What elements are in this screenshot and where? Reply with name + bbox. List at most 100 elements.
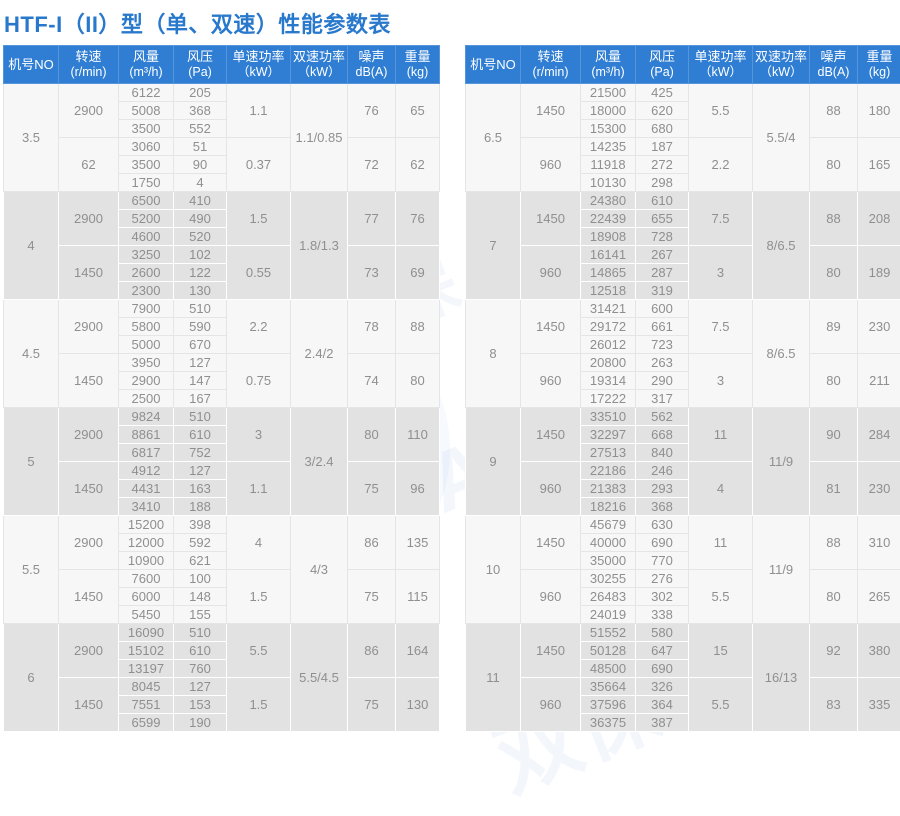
- single-power-value: 5.5: [689, 570, 753, 624]
- pressure-value: 661: [636, 318, 689, 336]
- pressure-value: 552: [174, 120, 227, 138]
- pressure-value: 155: [174, 606, 227, 624]
- pressure-value: 680: [636, 120, 689, 138]
- rpm-value: 2900: [59, 300, 119, 354]
- air-flow-value: 5008: [119, 102, 174, 120]
- col-header-pressure: 风压(Pa): [636, 46, 689, 84]
- single-power-value: 3: [689, 354, 753, 408]
- air-flow-value: 3060: [119, 138, 174, 156]
- pressure-value: 153: [174, 696, 227, 714]
- air-flow-value: 10130: [581, 174, 636, 192]
- air-flow-value: 6122: [119, 84, 174, 102]
- pressure-value: 398: [174, 516, 227, 534]
- pressure-value: 127: [174, 462, 227, 480]
- air-flow-value: 2900: [119, 372, 174, 390]
- pressure-value: 364: [636, 696, 689, 714]
- pressure-value: 205: [174, 84, 227, 102]
- pressure-value: 760: [174, 660, 227, 678]
- air-flow-value: 8045: [119, 678, 174, 696]
- single-power-value: 1.5: [227, 570, 291, 624]
- noise-value: 88: [810, 84, 858, 138]
- air-flow-value: 35664: [581, 678, 636, 696]
- single-power-value: 0.75: [227, 354, 291, 408]
- pressure-value: 620: [636, 102, 689, 120]
- pressure-value: 188: [174, 498, 227, 516]
- dual-power-value: 4/3: [291, 516, 348, 624]
- pressure-value: 510: [174, 408, 227, 426]
- single-power-value: 5.5: [689, 678, 753, 732]
- weight-value: 230: [858, 462, 900, 516]
- air-flow-value: 8861: [119, 426, 174, 444]
- pressure-value: 147: [174, 372, 227, 390]
- pressure-value: 580: [636, 624, 689, 642]
- machine-no-value: 4.5: [4, 300, 59, 408]
- rpm-value: 1450: [521, 624, 581, 678]
- dual-power-value: 1.1/0.85: [291, 84, 348, 192]
- rpm-value: 960: [521, 138, 581, 192]
- single-power-value: 1.5: [227, 192, 291, 246]
- air-flow-value: 3950: [119, 354, 174, 372]
- air-flow-value: 15102: [119, 642, 174, 660]
- air-flow-value: 11918: [581, 156, 636, 174]
- dual-power-value: 2.4/2: [291, 300, 348, 408]
- pressure-value: 102: [174, 246, 227, 264]
- pressure-value: 298: [636, 174, 689, 192]
- air-flow-value: 33510: [581, 408, 636, 426]
- pressure-value: 752: [174, 444, 227, 462]
- air-flow-value: 2300: [119, 282, 174, 300]
- pressure-value: 425: [636, 84, 689, 102]
- pressure-value: 520: [174, 228, 227, 246]
- air-flow-value: 2600: [119, 264, 174, 282]
- dual-power-value: 8/6.5: [753, 192, 810, 300]
- air-flow-value: 31421: [581, 300, 636, 318]
- pressure-value: 187: [636, 138, 689, 156]
- air-flow-value: 15200: [119, 516, 174, 534]
- pressure-value: 263: [636, 354, 689, 372]
- weight-value: 284: [858, 408, 900, 462]
- noise-value: 88: [810, 192, 858, 246]
- rpm-value: 1450: [59, 354, 119, 408]
- air-flow-value: 19314: [581, 372, 636, 390]
- air-flow-value: 6599: [119, 714, 174, 732]
- air-flow-value: 10900: [119, 552, 174, 570]
- pressure-value: 326: [636, 678, 689, 696]
- air-flow-value: 21383: [581, 480, 636, 498]
- noise-value: 77: [348, 192, 396, 246]
- air-flow-value: 18908: [581, 228, 636, 246]
- pressure-value: 51: [174, 138, 227, 156]
- noise-value: 75: [348, 678, 396, 732]
- dual-power-value: 8/6.5: [753, 300, 810, 408]
- machine-no-value: 10: [466, 516, 521, 624]
- air-flow-value: 17222: [581, 390, 636, 408]
- noise-value: 80: [810, 138, 858, 192]
- air-flow-value: 24019: [581, 606, 636, 624]
- air-flow-value: 26012: [581, 336, 636, 354]
- col-header-air-flow: 风量(m³/h): [581, 46, 636, 84]
- col-header-single-power: 单速功率（kW）: [689, 46, 753, 84]
- dual-power-value: 1.8/1.3: [291, 192, 348, 300]
- air-flow-value: 50128: [581, 642, 636, 660]
- weight-value: 164: [396, 624, 440, 678]
- pressure-value: 4: [174, 174, 227, 192]
- air-flow-value: 16141: [581, 246, 636, 264]
- pressure-value: 723: [636, 336, 689, 354]
- single-power-value: 0.55: [227, 246, 291, 300]
- single-power-value: 3: [689, 246, 753, 300]
- machine-no-value: 11: [466, 624, 521, 732]
- noise-value: 75: [348, 462, 396, 516]
- machine-no-value: 4: [4, 192, 59, 300]
- pressure-value: 246: [636, 462, 689, 480]
- pressure-value: 100: [174, 570, 227, 588]
- air-flow-value: 24380: [581, 192, 636, 210]
